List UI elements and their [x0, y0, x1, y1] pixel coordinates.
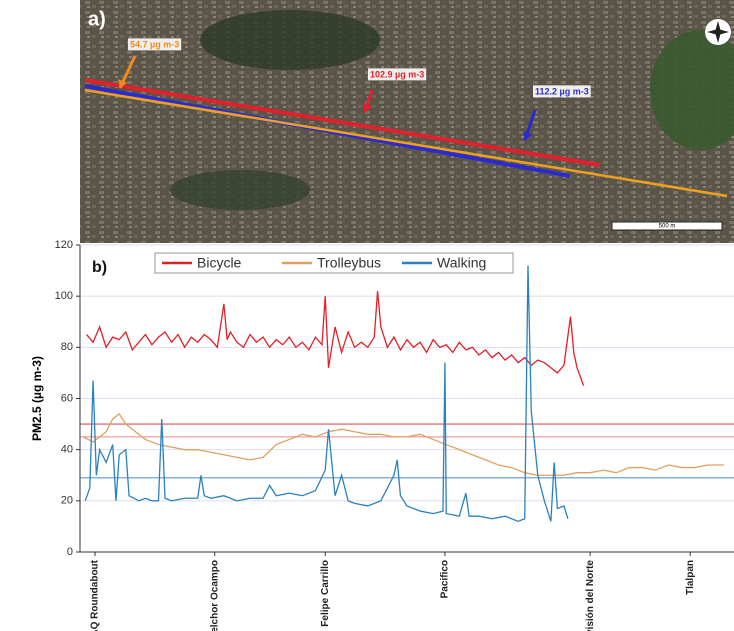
x-tick-label: Tlalpan: [685, 560, 696, 595]
satellite-image: [80, 0, 734, 243]
x-tick-label: Melchor Ocampo: [209, 560, 220, 631]
annotation-label: 54.7 µg m-3: [130, 39, 179, 49]
y-tick-label: 80: [61, 341, 73, 353]
legend-label: Bicycle: [197, 255, 242, 271]
annotation-label: 102.9 µg m-3: [370, 69, 424, 79]
scale-label: 500 m: [659, 224, 676, 230]
legend-label: Walking: [437, 255, 486, 271]
y-axis-label: PM2.5 (µg m-3): [30, 356, 44, 441]
park: [170, 170, 310, 210]
x-tick-label: Pacifico: [440, 560, 451, 598]
y-tick-label: 60: [61, 392, 73, 404]
x-tick-label: UAQ Roundabout: [90, 559, 101, 631]
legend-label: Trolleybus: [317, 255, 381, 271]
y-tick-label: 0: [67, 546, 73, 558]
x-tick-label: División del Norte: [585, 560, 596, 631]
park: [200, 10, 380, 70]
y-tick-label: 120: [55, 239, 73, 251]
annotation-label: 112.2 µg m-3: [535, 86, 589, 96]
legend: Bicycle Trolleybus Walking: [155, 253, 513, 273]
y-tick-label: 40: [61, 444, 73, 456]
panel-label: b): [92, 259, 107, 276]
y-tick-label: 20: [61, 495, 73, 507]
y-tick-label: 100: [55, 290, 73, 302]
map-panel: a) 500 m 54.7 µg m-3 102.9 µg m-3 112.2 µg…: [80, 0, 734, 243]
panel-label: a): [88, 8, 106, 30]
x-tick-label: Felipe Carrillo: [320, 560, 331, 627]
page: {"map": {"panel_label": "a)", "scale_lab…: [0, 0, 734, 631]
figure: a) 500 m 54.7 µg m-3 102.9 µg m-3 112.2 µg…: [0, 0, 734, 631]
